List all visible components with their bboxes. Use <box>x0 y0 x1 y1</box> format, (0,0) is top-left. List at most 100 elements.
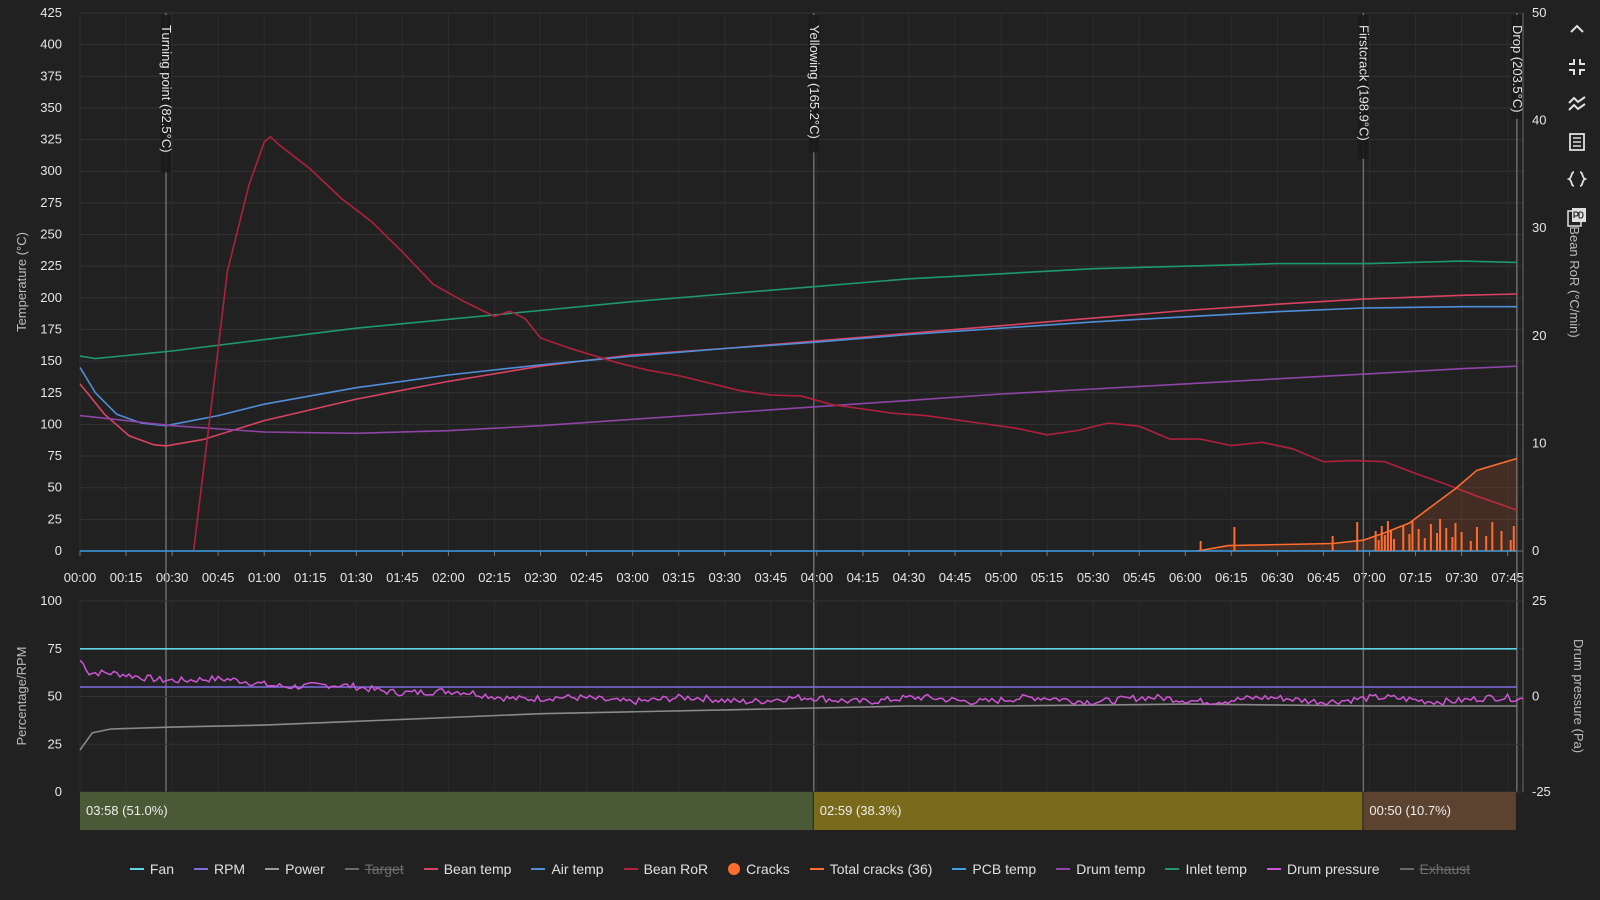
code-braces-icon[interactable] <box>1562 164 1592 194</box>
y-tick-label: 100 <box>40 416 62 431</box>
legend-item-pcb-temp[interactable]: PCB temp <box>952 861 1036 877</box>
legend-label: Power <box>285 861 325 877</box>
legend-item-drum-temp[interactable]: Drum temp <box>1056 861 1145 877</box>
phase-segment[interactable] <box>813 792 1363 830</box>
collapse-icon[interactable] <box>1562 52 1592 82</box>
phase-segment[interactable] <box>80 792 813 830</box>
y2-axis-title: Bean RoR (°C/min) <box>1567 226 1582 337</box>
legend-item-drum-pressure[interactable]: Drum pressure <box>1266 861 1380 877</box>
x-tick-label: 05:00 <box>985 570 1018 585</box>
y2-tick-label: 0 <box>1532 689 1539 704</box>
legend-swatch <box>728 863 741 875</box>
x-tick-label: 07:00 <box>1353 570 1386 585</box>
fan-power-series[interactable] <box>79 648 1523 751</box>
total-cracks-area <box>1197 458 1517 551</box>
y2-tick-label: 25 <box>1532 593 1546 608</box>
x-tick-label: 07:45 <box>1491 570 1524 585</box>
list-icon[interactable] <box>1562 127 1592 157</box>
legend-item-total-cracks[interactable]: Total cracks (36) <box>809 861 932 877</box>
legend-swatch <box>623 868 638 870</box>
legend-label: Exhaust <box>1419 861 1471 877</box>
legend-swatch <box>1165 868 1180 870</box>
x-tick-label: 03:45 <box>755 570 788 585</box>
y-tick-label: 75 <box>48 448 62 463</box>
y-tick-label: 250 <box>40 227 62 242</box>
legend-item-cracks[interactable]: Cracks <box>728 861 790 877</box>
y2-tick-label: 0 <box>1532 543 1539 558</box>
y-tick-label: 100 <box>40 593 62 608</box>
drum-temp-line[interactable] <box>79 365 1517 435</box>
x-tick-label: 02:30 <box>524 570 557 585</box>
legend-item-fan[interactable]: Fan <box>129 861 174 877</box>
y2-axis-title: Drum pressure (Pa) <box>1571 639 1586 753</box>
y2-tick-label: 20 <box>1532 328 1546 343</box>
power-line[interactable] <box>79 703 1517 751</box>
x-tick-label: 00:45 <box>202 570 235 585</box>
legend-item-target[interactable]: Target <box>344 861 404 877</box>
y2-tick-label: 10 <box>1532 435 1546 450</box>
phase-label: 02:59 (38.3%) <box>820 803 902 818</box>
cracks-series[interactable] <box>1199 519 1515 551</box>
y-tick-label: 325 <box>40 132 62 147</box>
x-tick-label: 01:45 <box>386 570 419 585</box>
phase-segment[interactable] <box>1363 792 1516 830</box>
legend-label: Bean RoR <box>643 861 709 877</box>
total-cracks-line[interactable] <box>1197 457 1518 552</box>
y-tick-label: 350 <box>40 100 62 115</box>
smooth-icon[interactable] <box>1562 89 1592 119</box>
legend-item-bean-temp[interactable]: Bean temp <box>423 861 511 877</box>
legend-label: Drum pressure <box>1286 861 1380 877</box>
temperature-axes: 0255075100125150175200225250275300325350… <box>14 5 1582 585</box>
bean-ror-line[interactable] <box>192 135 1518 552</box>
x-tick-label: 02:00 <box>432 570 465 585</box>
x-tick-label: 00:30 <box>156 570 189 585</box>
legend-item-bean-ror[interactable]: Bean RoR <box>623 861 709 877</box>
y-tick-label: 425 <box>40 5 62 20</box>
y-tick-label: 25 <box>48 511 62 526</box>
legend-item-air-temp[interactable]: Air temp <box>531 861 604 877</box>
drum-pressure-line[interactable] <box>79 659 1523 707</box>
x-tick-label: 03:30 <box>708 570 741 585</box>
legend-swatch <box>423 868 438 870</box>
legend-swatch <box>193 868 208 870</box>
y-tick-label: 0 <box>55 784 62 799</box>
chevron-up-icon[interactable] <box>1562 14 1592 44</box>
legend-item-rpm[interactable]: RPM <box>193 861 246 877</box>
temperature-series[interactable] <box>79 135 1518 552</box>
legend-label: Drum temp <box>1076 861 1146 877</box>
x-tick-label: 02:15 <box>478 570 511 585</box>
legend-swatch <box>129 868 144 870</box>
legend-swatch <box>1266 868 1281 870</box>
phase-label: 03:58 (51.0%) <box>86 803 168 818</box>
bean-temp-line[interactable] <box>79 293 1517 447</box>
temperature-grid <box>79 12 1523 552</box>
legend-label: RPM <box>213 861 246 877</box>
event-label-bg <box>160 15 171 173</box>
fan-power-grid <box>79 600 1523 793</box>
x-tick-label: 04:15 <box>847 570 880 585</box>
x-tick-label: 02:45 <box>570 570 603 585</box>
inlet-temp-line[interactable] <box>79 260 1517 360</box>
legend-item-inlet-temp[interactable]: Inlet temp <box>1165 861 1247 877</box>
x-tick-label: 07:30 <box>1445 570 1478 585</box>
y-tick-label: 125 <box>40 385 62 400</box>
legend-item-power[interactable]: Power <box>265 861 325 877</box>
chart-toolbar <box>1562 14 1596 239</box>
legend-label: Cracks <box>746 861 790 877</box>
x-tick-label: 04:45 <box>939 570 972 585</box>
legend-item-exhaust[interactable]: Exhaust <box>1399 861 1471 877</box>
y2-tick-label: 40 <box>1532 113 1546 128</box>
y-tick-label: 175 <box>40 321 62 336</box>
phase-bar[interactable]: 03:58 (51.0%) 02:59 (38.3%) 00:50 (10.7%) <box>80 792 1516 830</box>
x-tick-label: 05:15 <box>1031 570 1064 585</box>
x-tick-label: 05:45 <box>1123 570 1156 585</box>
legend-label: Air temp <box>551 861 604 877</box>
pdf-icon[interactable] <box>1562 202 1592 232</box>
y-tick-label: 75 <box>48 641 62 656</box>
x-tick-label: 07:15 <box>1399 570 1432 585</box>
y-tick-label: 375 <box>40 68 62 83</box>
y2-tick-label: -25 <box>1532 784 1551 799</box>
legend-label: Fan <box>149 861 174 877</box>
